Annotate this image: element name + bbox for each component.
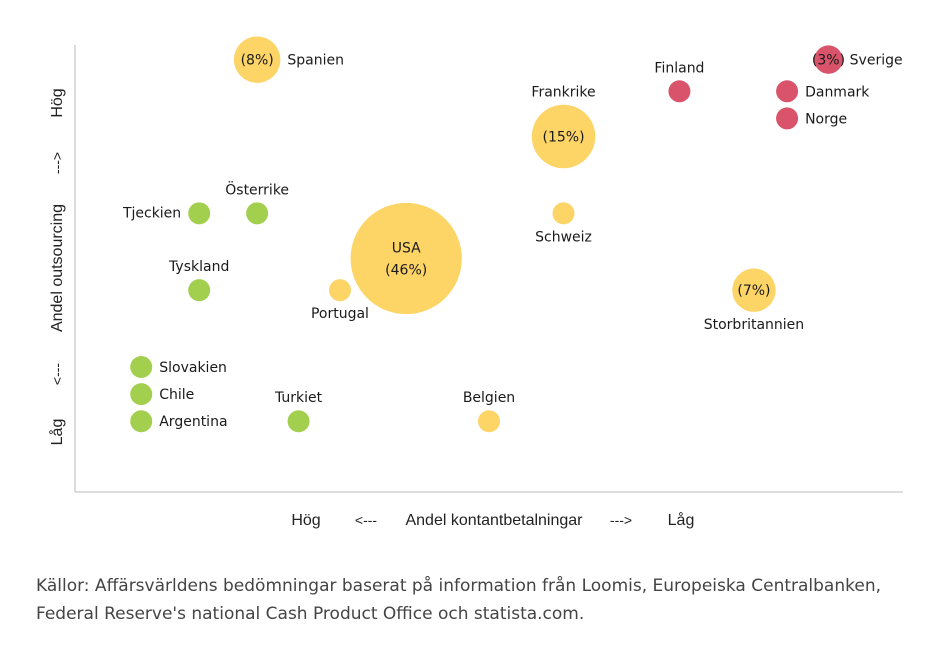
point-label: Slovakien [159, 360, 227, 376]
bubble-value: (15%) [542, 129, 584, 145]
bubble-osterrike [246, 202, 269, 225]
point-spanien: (8%) Spanien [233, 36, 344, 83]
bubble-schweiz [552, 202, 575, 225]
point-storbritannien: (7%) Storbritannien [704, 268, 804, 333]
bubble-frankrike [531, 104, 596, 169]
x-axis-low-end-label: Hög [291, 512, 320, 529]
bubble-sverige [814, 45, 843, 74]
y-axis-top-label: Hög [49, 88, 66, 117]
bubble-value: (8%) [241, 53, 274, 69]
point-osterrike: Österrike [225, 180, 289, 225]
bubble-belgien [478, 410, 500, 433]
point-label: Norge [805, 111, 847, 127]
bubble-spanien [233, 36, 281, 83]
y-axis-arrow-bottom: <--- [49, 363, 65, 386]
point-chile: Chile [130, 383, 194, 406]
point-label: Tyskland [168, 259, 229, 275]
bubble-norge [776, 107, 799, 130]
source-text: Källor: Affärsvärldens bedömningar baser… [36, 576, 882, 624]
point-label: USA [392, 241, 421, 257]
point-schweiz: Schweiz [535, 202, 592, 245]
point-label: Finland [654, 60, 704, 76]
bubble-chart: (8%) Spanien (15%) Frankrike Finland (3%) Sver… [48, 36, 903, 529]
point-belgien: Belgien [463, 390, 515, 433]
point-label: Frankrike [531, 85, 595, 101]
point-label: Belgien [463, 390, 515, 406]
x-axis-high-end-label: Låg [668, 511, 695, 529]
point-tjeckien: Tjeckien [122, 202, 211, 225]
point-usa: USA (46%) [350, 202, 462, 315]
point-label: Chile [159, 387, 194, 403]
bubble-value: (7%) [737, 283, 770, 299]
bubble-tjeckien [188, 202, 211, 225]
point-label: Österrike [225, 180, 289, 198]
point-slovakien: Slovakien [130, 356, 227, 378]
bubble-value: (3%) [812, 53, 845, 69]
point-danmark: Danmark [776, 80, 870, 103]
bubble-usa [350, 202, 462, 315]
bubble-turkiet [287, 410, 310, 433]
bubble-finland [668, 80, 691, 103]
bubble-danmark [776, 80, 799, 103]
point-finland: Finland [654, 60, 704, 103]
bubble-portugal [328, 279, 351, 302]
point-argentina: Argentina [130, 410, 228, 433]
bubble-argentina [130, 410, 153, 433]
y-axis-bottom-label: Låg [48, 419, 66, 446]
point-label: Tjeckien [122, 205, 181, 221]
point-norge: Norge [776, 107, 847, 130]
x-axis-arrow-right: ---> [610, 512, 632, 528]
point-label: Danmark [805, 84, 870, 100]
point-frankrike: (15%) Frankrike [531, 85, 596, 169]
bubble-slovakien [130, 356, 153, 378]
x-axis-arrow-left: <--- [355, 512, 378, 528]
point-sverige: (3%) Sverige [812, 45, 903, 74]
bubble-tyskland [188, 279, 211, 302]
point-label: Spanien [287, 53, 344, 69]
y-axis-title: Andel outsourcing [49, 204, 66, 332]
point-label: Argentina [159, 414, 227, 430]
point-turkiet: Turkiet [274, 390, 323, 433]
point-portugal: Portugal [311, 279, 369, 322]
bubble-chile [130, 383, 153, 406]
bubble-value: (46%) [385, 263, 427, 279]
point-label: Storbritannien [704, 317, 804, 333]
point-label: Sverige [850, 53, 903, 69]
point-label: Turkiet [274, 390, 323, 406]
y-axis-arrow-top: ---> [49, 152, 65, 174]
points-layer: (8%) Spanien (15%) Frankrike Finland (3%) Sver… [122, 36, 903, 433]
point-label: Schweiz [535, 229, 592, 245]
point-label: Portugal [311, 306, 369, 322]
x-axis-title: Andel kontantbetalningar [405, 512, 583, 529]
point-tyskland: Tyskland [168, 259, 229, 302]
bubble-storbritannien [732, 268, 776, 312]
